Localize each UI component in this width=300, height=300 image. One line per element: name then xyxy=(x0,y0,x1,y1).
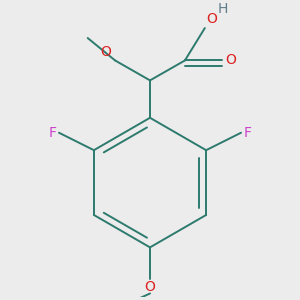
Text: O: O xyxy=(206,12,217,26)
Text: F: F xyxy=(49,126,56,140)
Text: O: O xyxy=(225,53,236,68)
Text: H: H xyxy=(217,2,228,16)
Text: F: F xyxy=(244,126,251,140)
Text: O: O xyxy=(145,280,155,294)
Text: O: O xyxy=(100,45,111,59)
